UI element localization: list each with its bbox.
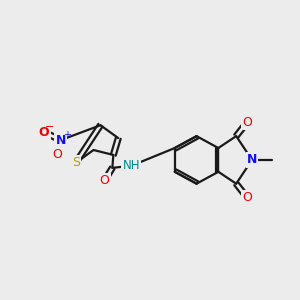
Text: +: + [63, 130, 71, 140]
Text: S: S [72, 156, 80, 170]
Text: O: O [100, 174, 110, 187]
Text: O: O [52, 148, 62, 161]
Text: O: O [242, 116, 252, 129]
Text: −: − [45, 122, 55, 132]
Text: O: O [39, 126, 49, 139]
Text: NH: NH [122, 159, 140, 172]
Text: O: O [242, 191, 252, 204]
Text: N: N [56, 134, 66, 147]
Text: N: N [247, 153, 257, 167]
